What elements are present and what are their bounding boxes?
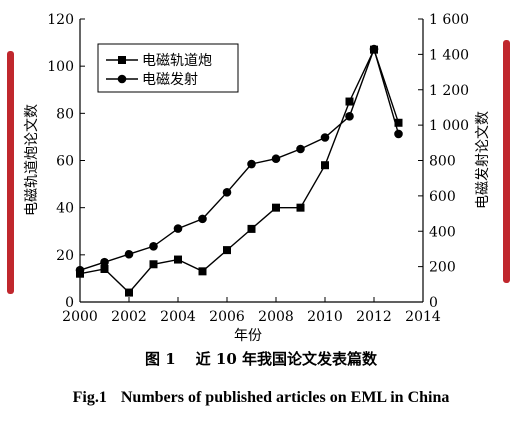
data-point-railgun bbox=[345, 97, 354, 106]
figure-number-en: Fig.1 bbox=[72, 389, 107, 406]
data-point-railgun bbox=[247, 224, 256, 233]
data-point-launch bbox=[296, 144, 305, 154]
right-accent-bar bbox=[503, 40, 510, 283]
series-line-railgun bbox=[79, 47, 400, 294]
series-line-launch bbox=[79, 46, 400, 271]
x-tick-label: 2004 bbox=[160, 309, 196, 325]
right-y-ticks: 0 200 400 600 800 1 000 1 200 1 400 1 600 bbox=[418, 12, 469, 311]
left-y-tick-label: 20 bbox=[56, 248, 74, 264]
x-tick-label: 2010 bbox=[307, 309, 343, 325]
x-ticks: 2000 2002 2004 2006 2008 2010 2012 2014 bbox=[62, 297, 441, 325]
data-point-railgun bbox=[174, 255, 182, 264]
left-y-tick-label: 120 bbox=[47, 12, 74, 28]
data-point-launch bbox=[345, 111, 354, 121]
x-tick-label: 2006 bbox=[209, 309, 245, 325]
figure-caption-chinese: 图 1 近 10 年我国论文发表篇数 bbox=[0, 348, 522, 369]
data-point-railgun bbox=[125, 288, 133, 297]
data-point-launch bbox=[124, 249, 134, 259]
y-axis-right-title: 电磁发射论文数 bbox=[475, 111, 491, 209]
left-y-tick-label: 100 bbox=[47, 59, 74, 75]
right-y-tick-label: 1 200 bbox=[429, 83, 469, 99]
data-point-launch bbox=[320, 133, 330, 142]
right-y-tick-label: 200 bbox=[429, 260, 456, 276]
data-point-launch bbox=[222, 188, 232, 197]
right-y-tick-label: 0 bbox=[429, 295, 438, 311]
data-point-railgun bbox=[223, 246, 231, 255]
legend-label-railgun: 电磁轨道炮 bbox=[142, 53, 212, 69]
x-tick-label: 2014 bbox=[405, 309, 441, 325]
left-y-tick-label: 80 bbox=[56, 106, 74, 122]
legend-label-launch: 电磁发射 bbox=[142, 72, 198, 88]
left-y-tick-label: 0 bbox=[65, 295, 74, 311]
right-y-tick-label: 1 400 bbox=[429, 47, 469, 63]
data-point-railgun bbox=[198, 267, 207, 276]
data-point-launch bbox=[75, 265, 85, 275]
data-point-launch bbox=[173, 224, 183, 233]
figure-title-en: Numbers of published articles on EML in … bbox=[120, 389, 450, 406]
data-point-launch bbox=[198, 214, 207, 224]
legend-marker-square bbox=[118, 56, 126, 64]
series-layer bbox=[75, 44, 403, 297]
x-axis-title: 年份 bbox=[234, 328, 262, 344]
figure-number-cn: 图 1 bbox=[145, 350, 176, 368]
right-y-tick-label: 800 bbox=[429, 154, 456, 170]
x-tick-label: 2008 bbox=[258, 309, 294, 325]
figure-title-cn: 近 10 年我国论文发表篇数 bbox=[195, 350, 377, 368]
y-axis-left-title: 电磁轨道炮论文数 bbox=[24, 104, 40, 216]
data-point-railgun bbox=[100, 264, 109, 273]
data-point-railgun bbox=[321, 161, 329, 170]
figure-caption-english: Fig.1 Numbers of published articles on EM… bbox=[0, 389, 522, 407]
left-accent-bar bbox=[7, 51, 14, 294]
data-point-railgun bbox=[296, 203, 305, 212]
x-tick-label: 2000 bbox=[62, 309, 98, 325]
right-y-tick-label: 1 600 bbox=[429, 12, 469, 28]
x-tick-label: 2002 bbox=[111, 309, 147, 325]
left-y-tick-label: 40 bbox=[56, 201, 74, 217]
legend: 电磁轨道炮 电磁发射 bbox=[97, 43, 239, 93]
x-tick-label: 2012 bbox=[356, 309, 392, 325]
data-point-launch bbox=[271, 154, 281, 164]
right-y-tick-label: 1 000 bbox=[429, 118, 469, 134]
data-point-railgun bbox=[394, 118, 403, 127]
right-y-tick-label: 400 bbox=[429, 224, 456, 240]
left-y-ticks: 0 20 40 60 80 100 120 bbox=[47, 12, 85, 311]
data-point-launch bbox=[100, 257, 109, 267]
right-y-tick-label: 600 bbox=[429, 189, 456, 205]
left-y-tick-label: 60 bbox=[56, 154, 74, 170]
data-point-railgun bbox=[272, 203, 280, 212]
data-point-launch bbox=[149, 241, 158, 251]
data-point-launch bbox=[247, 159, 256, 169]
chart: 0 20 40 60 80 100 120 0 200 400 600 800 1 000 1 200 1… bbox=[7, 12, 510, 344]
legend-box bbox=[97, 43, 239, 93]
data-point-railgun bbox=[149, 260, 158, 269]
legend-marker-circle bbox=[117, 74, 127, 84]
data-point-launch bbox=[394, 129, 403, 139]
data-point-launch bbox=[369, 44, 379, 54]
